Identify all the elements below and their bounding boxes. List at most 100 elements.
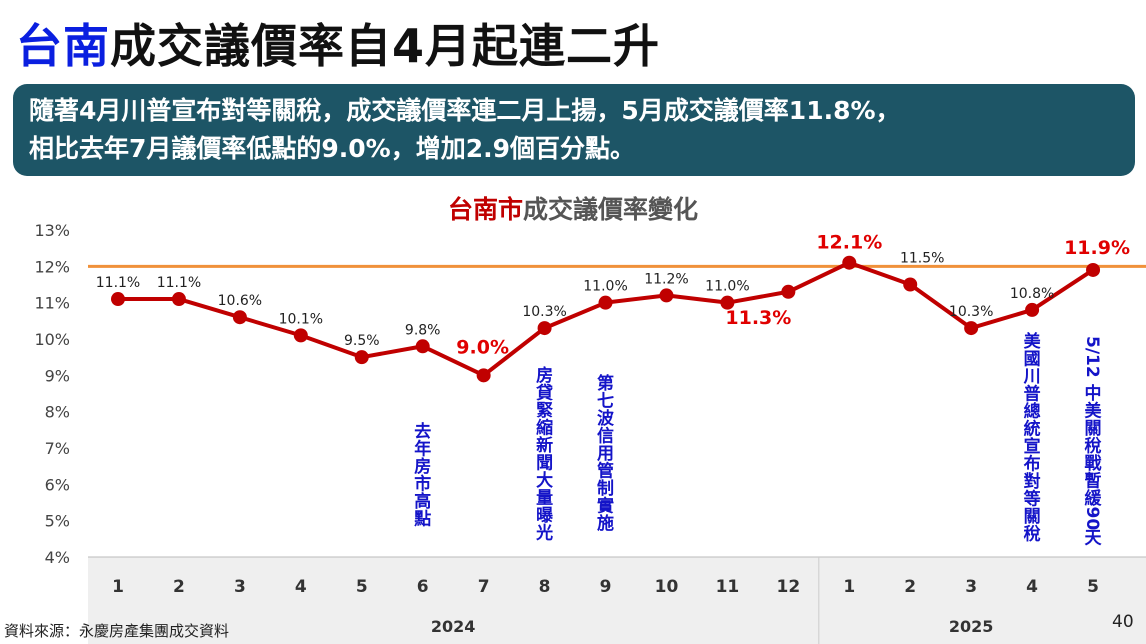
chart-title-highlight: 台南市 xyxy=(447,195,523,224)
page-title: 台南成交議價率自4月起連二升 xyxy=(16,10,660,76)
title-highlight: 台南 xyxy=(16,19,110,73)
y-tick-label: 4% xyxy=(45,548,70,567)
y-tick-label: 11% xyxy=(34,294,70,313)
annotation-text: 房 xyxy=(414,456,431,477)
y-tick-label: 5% xyxy=(45,512,70,531)
data-label: 11.9% xyxy=(1064,237,1130,259)
x-tick-label: 8 xyxy=(539,577,551,597)
data-point xyxy=(659,288,674,303)
annotation-text: 去 xyxy=(414,421,431,442)
annotation-text: 年 xyxy=(414,439,431,460)
annotation-text: 緊 xyxy=(536,401,553,421)
source-note: 資料來源：永慶房產集團成交資料 xyxy=(4,622,230,640)
x-tick-label: 1 xyxy=(843,577,855,597)
data-label: 11.2% xyxy=(644,271,688,287)
x-tick-label: 7 xyxy=(478,577,490,597)
x-tick-label: 6 xyxy=(417,577,429,597)
annotation-text: 市 xyxy=(414,474,431,495)
x-tick-label: 2 xyxy=(173,577,185,597)
data-point xyxy=(415,339,430,354)
annotation-text: 制 xyxy=(597,478,614,499)
data-point xyxy=(720,295,735,310)
annotation-text: 光 xyxy=(535,523,553,544)
data-point xyxy=(1086,262,1101,277)
annotation-text: 布 xyxy=(1024,454,1041,475)
data-label: 10.1% xyxy=(279,311,323,327)
annotation-text: 信 xyxy=(597,426,614,447)
annotation-text: 曝 xyxy=(536,506,553,526)
annotation-text: 緩 xyxy=(1085,488,1103,509)
y-tick-label: 9% xyxy=(45,366,70,385)
annotation-text: 等 xyxy=(1024,489,1041,510)
data-point xyxy=(842,255,857,270)
annotation-text: 貸 xyxy=(535,383,553,404)
x-tick-label: 3 xyxy=(234,577,246,597)
x-tick-label: 10 xyxy=(655,577,679,597)
annotation-text: 國 xyxy=(1024,350,1041,370)
annotation-text: 中 xyxy=(1085,383,1102,404)
chart-title: 台南市成交議價率變化 xyxy=(0,190,1146,226)
x-tick-label: 12 xyxy=(777,577,801,597)
data-point xyxy=(964,321,979,336)
x-tick-label: 4 xyxy=(295,577,307,597)
annotation-text: 稅 xyxy=(1024,524,1041,545)
annotation-text: 天 xyxy=(1085,529,1103,549)
annotation-text: 90 xyxy=(1082,507,1102,531)
data-point xyxy=(537,321,552,336)
x-tick-label: 11 xyxy=(716,577,740,597)
annotation-text: 大 xyxy=(536,470,553,491)
year-label: 2024 xyxy=(431,617,476,636)
annotation-text: 聞 xyxy=(536,454,553,474)
annotation-text: 縮 xyxy=(536,418,553,439)
x-tick-label: 5 xyxy=(356,577,368,597)
data-label: 11.0% xyxy=(705,279,749,295)
annotation-text: 第 xyxy=(597,373,614,394)
data-point xyxy=(111,292,125,307)
annotation-text: 高 xyxy=(414,491,431,512)
annotation-text: 關 xyxy=(1024,507,1041,527)
data-point xyxy=(781,284,796,299)
data-label: 10.8% xyxy=(1010,286,1054,302)
x-tick-label: 3 xyxy=(965,577,977,597)
annotation-text: 用 xyxy=(597,444,614,464)
data-label: 11.1% xyxy=(157,275,201,291)
annotation-text: 房 xyxy=(536,365,553,386)
data-label: 12.1% xyxy=(816,232,882,254)
year-label: 2025 xyxy=(949,617,994,636)
annotation-text: 戰 xyxy=(1085,453,1102,474)
data-label: 10.6% xyxy=(218,293,262,309)
x-tick-label: 1 xyxy=(112,577,124,597)
annotation-text: 美 xyxy=(1085,401,1103,422)
x-tick-label: 2 xyxy=(904,577,916,597)
annotation-text: 5/12 xyxy=(1082,336,1102,378)
chart-title-rest: 成交議價率變化 xyxy=(523,195,699,224)
y-tick-label: 13% xyxy=(34,221,70,240)
annotation-text: 七 xyxy=(597,392,614,412)
y-tick-label: 7% xyxy=(45,439,70,458)
data-point xyxy=(232,310,247,325)
annotation-text: 施 xyxy=(597,513,614,534)
data-point xyxy=(598,295,613,310)
data-point xyxy=(1025,302,1040,317)
data-point xyxy=(476,368,491,383)
data-point xyxy=(354,350,369,365)
data-point xyxy=(293,328,308,343)
data-label: 10.3% xyxy=(522,304,566,320)
annotation-text: 點 xyxy=(413,509,431,530)
annotation-text: 量 xyxy=(536,488,553,509)
data-point xyxy=(903,277,918,292)
annotation-text: 實 xyxy=(597,496,614,517)
annotation-text: 波 xyxy=(597,408,615,429)
data-label: 11.1% xyxy=(96,275,140,291)
annotation-text: 暫 xyxy=(1085,471,1102,492)
y-tick-label: 8% xyxy=(45,403,70,422)
x-tick-label: 9 xyxy=(600,577,612,597)
annotation-text: 川 xyxy=(1023,367,1041,387)
annotation-text: 關 xyxy=(1085,419,1102,439)
annotation-text: 普 xyxy=(1024,384,1041,405)
